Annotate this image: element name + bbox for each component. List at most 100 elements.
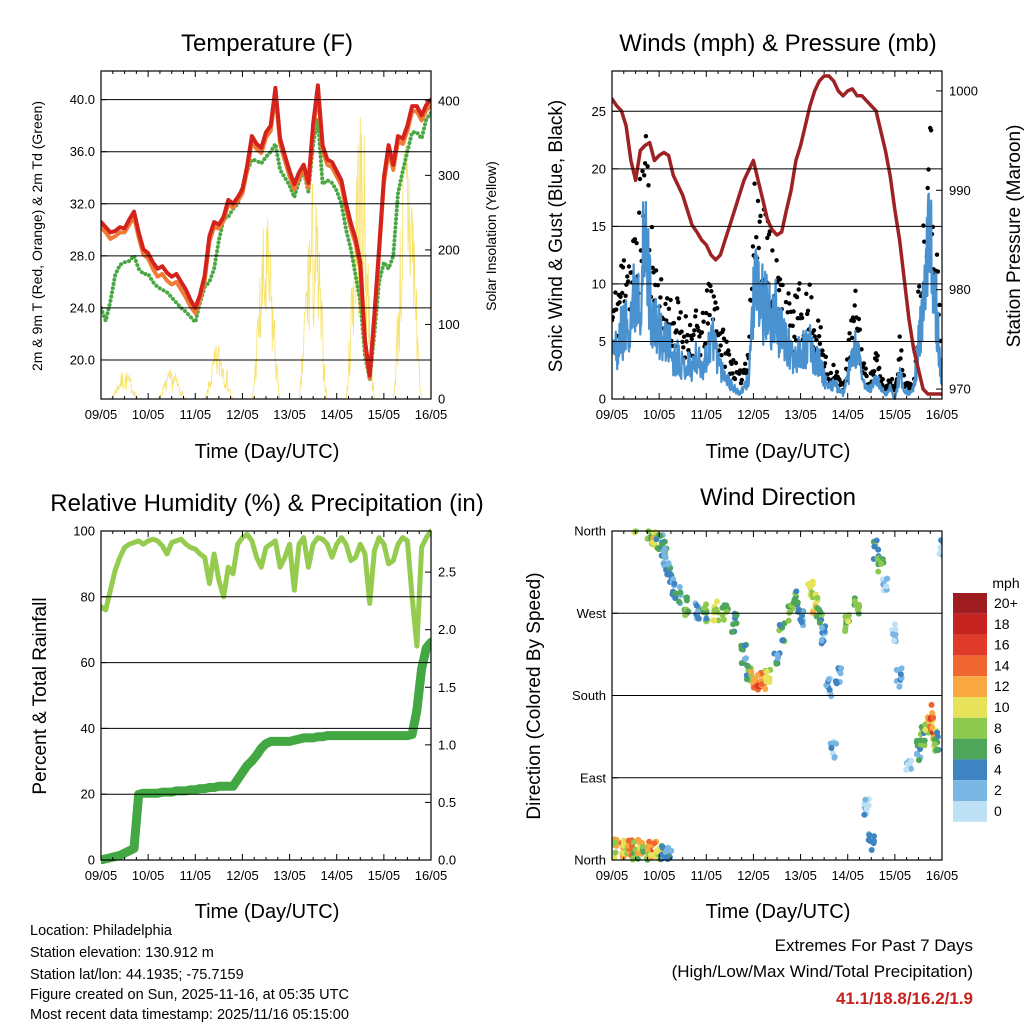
gust-point	[851, 318, 856, 324]
gust-point	[632, 237, 638, 242]
gust-point	[877, 365, 882, 371]
gust-point	[744, 368, 750, 373]
direction-ylabel: Direction (Colored By Speed)	[524, 572, 545, 819]
gust-point	[828, 370, 834, 376]
direction-point	[861, 811, 868, 818]
gust-point	[721, 336, 727, 341]
winds-xtick-label: 09/05	[596, 407, 629, 422]
info-elevation: Station elevation: 130.912 m	[30, 945, 214, 961]
direction-point	[797, 616, 804, 623]
gust-point	[799, 312, 804, 317]
direction-point	[875, 546, 882, 553]
direction-point	[794, 599, 801, 606]
humidity-plot-frame	[100, 530, 432, 861]
direction-point	[916, 757, 922, 764]
gust-point	[777, 277, 783, 282]
direction-ytick-label: West	[577, 606, 607, 621]
gust-point	[831, 362, 836, 368]
direction-point	[677, 589, 684, 596]
legend-swatch	[953, 613, 987, 635]
gust-point	[701, 319, 706, 324]
gust-point	[617, 300, 622, 305]
gust-point	[856, 316, 862, 322]
direction-point	[813, 613, 820, 620]
direction-point	[814, 594, 821, 601]
gust-point	[683, 314, 688, 319]
direction-point	[898, 665, 905, 672]
winds-y2tick-label: 980	[949, 282, 971, 297]
direction-point	[825, 676, 832, 683]
direction-point	[819, 624, 825, 631]
temperature-title: Temperature (F)	[181, 30, 353, 57]
direction-xtick-label: 13/05	[784, 868, 817, 883]
humidity-ytick-label: 40	[81, 721, 95, 736]
humidity-ytick-label: 60	[81, 655, 95, 670]
direction-ytick-label: North	[574, 524, 606, 539]
gust-point	[898, 356, 903, 361]
rh-line	[101, 528, 431, 649]
direction-xtick-label: 14/05	[831, 868, 864, 883]
direction-point	[790, 599, 797, 606]
gust-point	[704, 288, 710, 293]
gust-point	[614, 307, 619, 312]
gust-point	[799, 315, 805, 321]
gust-point	[916, 289, 921, 294]
direction-point	[647, 852, 654, 858]
legend-label: 16	[994, 637, 1010, 653]
gust-point	[791, 309, 796, 314]
gust-point	[859, 347, 864, 352]
direction-point	[693, 602, 700, 609]
direction-point	[676, 584, 683, 590]
gust-point	[726, 352, 732, 357]
gust-point	[693, 314, 698, 319]
direction-point	[845, 618, 851, 625]
gust-point	[718, 343, 723, 348]
direction-point	[828, 745, 835, 751]
legend-swatch	[953, 593, 987, 614]
direction-point	[723, 608, 730, 615]
gust-point	[674, 328, 679, 333]
direction-point	[842, 613, 849, 620]
gust-point	[917, 284, 922, 289]
info-recent: Most recent data timestamp: 2025/11/16 0…	[30, 1007, 349, 1023]
gust-point	[729, 361, 734, 366]
direction-xtick-label: 12/05	[737, 868, 770, 883]
gust-point	[783, 299, 789, 305]
temperature-xtick-label: 12/05	[226, 407, 259, 422]
temperature-xtick-label: 11/05	[179, 407, 211, 422]
gust-point	[653, 268, 659, 273]
extremes-block: Extremes For Past 7 Days (High/Low/Max W…	[672, 936, 973, 1008]
gust-point	[699, 330, 705, 335]
legend-title: mph	[992, 575, 1019, 591]
temperature-y2tick-label: 0	[438, 392, 445, 407]
direction-point	[818, 637, 825, 644]
gust-point	[704, 310, 709, 316]
direction-point	[671, 580, 678, 587]
gust-point	[686, 348, 691, 353]
direction-xtick-label: 10/05	[643, 868, 676, 883]
speed-legend: 20+ 18 16 14 12 10 8 6 4 2 0	[953, 593, 1018, 822]
direction-point	[873, 537, 880, 544]
gust-point	[820, 348, 825, 353]
temperature-ytick-label: 20.0	[70, 352, 95, 367]
solar-insolation-line	[298, 183, 328, 399]
direction-point	[663, 847, 670, 854]
solar-insolation-line	[110, 372, 139, 399]
direction-point	[891, 621, 898, 628]
gust-point	[934, 252, 940, 257]
humidity-ytick-label: 80	[81, 589, 95, 604]
gust-point	[642, 161, 648, 166]
gust-point	[816, 334, 822, 339]
direction-point	[755, 672, 761, 679]
direction-point	[672, 590, 679, 597]
direction-point	[903, 766, 910, 773]
legend-label: 14	[994, 657, 1010, 673]
gust-point	[646, 183, 651, 188]
direction-point	[928, 701, 935, 708]
legend-label: 12	[994, 678, 1010, 694]
winds-y2tick-label: 1000	[949, 83, 978, 98]
winds-title: Winds (mph) & Pressure (mb)	[619, 30, 936, 57]
direction-point	[831, 754, 838, 761]
temperature-xtick-label: 16/05	[415, 407, 448, 422]
